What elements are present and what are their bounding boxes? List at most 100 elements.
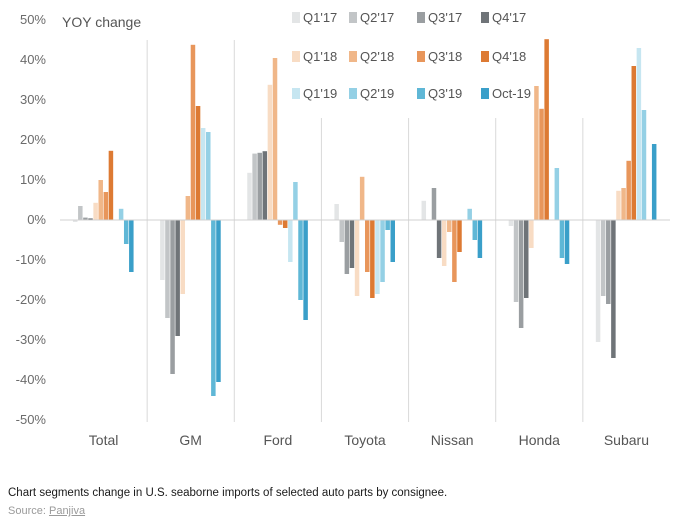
legend-swatch: [481, 88, 489, 99]
bar-subaru-q217: [600, 220, 606, 296]
bar-total-q218: [98, 180, 103, 220]
bar-ford-q319: [298, 220, 303, 300]
legend-item: Q3'17: [417, 10, 462, 25]
bar-ford-q417: [262, 151, 268, 220]
bar-honda-q219: [554, 168, 560, 220]
bar-gm-q117: [160, 220, 165, 280]
bar-total-q217: [78, 206, 83, 220]
bar-total-q417: [88, 218, 93, 220]
legend-label: Q2'17: [360, 10, 394, 25]
y-tick-label: -30%: [16, 332, 47, 347]
bar-gm-q319: [211, 220, 216, 396]
bar-toyota-q317: [344, 220, 350, 274]
bar-total-q317: [83, 217, 88, 220]
bar-ford-q117: [247, 172, 252, 220]
y-tick-label: -10%: [16, 252, 47, 267]
bar-toyota-q418: [370, 220, 375, 298]
legend-swatch: [417, 51, 425, 62]
bar-nissan-q117: [421, 200, 427, 220]
legend-item: Q3'19: [417, 86, 462, 101]
bar-ford-q219: [293, 182, 298, 220]
bar-toyota-q319: [385, 220, 390, 230]
bar-nissan-q417: [436, 220, 442, 258]
legend-item: Q2'18: [349, 49, 394, 64]
bar-ford-q318: [277, 220, 283, 225]
bar-gm-q119: [200, 128, 206, 220]
legend-item: Q2'17: [349, 10, 394, 25]
bar-subaru-oct-19: [651, 144, 657, 220]
bar-nissan-q118: [441, 220, 447, 266]
bar-ford-q118: [267, 84, 273, 220]
bar-honda-q117: [508, 220, 514, 226]
bar-nissan-q418: [457, 220, 462, 252]
legend-swatch: [292, 51, 300, 62]
legend-label: Q1'19: [303, 86, 337, 101]
x-tick-label: Honda: [519, 432, 560, 448]
legend-item: Q2'19: [349, 86, 394, 101]
bar-honda-q317: [518, 220, 524, 328]
bar-nissan-q317: [431, 188, 437, 220]
bar-nissan-q319: [472, 220, 478, 240]
x-tick-label: GM: [179, 432, 202, 448]
bar-toyota-q219: [380, 220, 385, 282]
bar-toyota-q117: [334, 204, 339, 220]
y-tick-label: 50%: [20, 12, 46, 27]
bar-honda-q118: [529, 220, 534, 248]
legend-swatch: [481, 51, 489, 62]
legend-item: Oct-19: [481, 86, 531, 101]
source-link[interactable]: Panjiva: [48, 505, 86, 517]
bar-gm-q418: [195, 106, 201, 220]
bar-gm-q318: [190, 44, 196, 220]
legend-item: Q1'18: [292, 49, 337, 64]
bar-total-q319: [123, 220, 129, 244]
x-tick-label: Total: [89, 432, 119, 448]
bar-subaru-q219: [641, 110, 647, 220]
bar-nissan-q219: [467, 208, 472, 220]
legend-item: Q3'18: [417, 49, 462, 64]
y-tick-label: 40%: [20, 52, 46, 67]
source-line: Source: Panjiva: [8, 505, 85, 517]
bar-toyota-q318: [365, 220, 370, 272]
y-tick-label: -20%: [16, 292, 47, 307]
bar-toyota-q119: [375, 220, 380, 294]
legend-swatch: [292, 88, 300, 99]
bar-total-oct-19: [129, 220, 134, 272]
bar-subaru-q317: [606, 220, 611, 304]
bar-nissan-oct-19: [477, 220, 483, 258]
bar-gm-q417: [175, 220, 180, 336]
bar-total-q117: [72, 220, 78, 222]
legend-swatch: [417, 88, 425, 99]
x-tick-label: Subaru: [604, 432, 649, 448]
bar-subaru-q117: [595, 220, 601, 342]
legend-label: Q2'18: [360, 49, 394, 64]
legend-swatch: [349, 51, 357, 62]
legend-swatch: [417, 12, 425, 23]
x-tick-label: Ford: [263, 432, 292, 448]
bar-toyota-q217: [339, 220, 344, 242]
bar-honda-q417: [523, 220, 529, 298]
legend-label: Q4'17: [492, 10, 526, 25]
y-tick-label: 0%: [27, 212, 46, 227]
x-axis: Total GM Ford Toyota Nissan Honda Subaru: [89, 432, 649, 448]
bar-ford-q418: [282, 220, 288, 228]
legend-swatch: [349, 88, 357, 99]
bar-nissan-q318: [452, 220, 457, 282]
category-dividers: [146, 40, 584, 422]
legend-item: Q4'18: [481, 49, 526, 64]
bar-chart: -50% -40% -30% -20% -10% 0% 10% 20% 30% 40% 50% To…: [16, 10, 670, 448]
legend-label: Q3'19: [428, 86, 462, 101]
bar-total-q318: [103, 192, 109, 220]
legend-item: Q1'19: [292, 86, 337, 101]
x-tick-label: Toyota: [344, 432, 385, 448]
bar-total-q219: [118, 208, 124, 220]
bar-gm-oct-19: [216, 220, 221, 382]
bar-ford-q217: [252, 153, 257, 220]
bar-toyota-q417: [349, 220, 355, 268]
bar-gm-q218: [185, 196, 191, 220]
bar-gm-q219: [206, 132, 211, 220]
y-tick-label: -40%: [16, 372, 47, 387]
y-tick-label: -50%: [16, 412, 47, 427]
bars: [72, 39, 657, 396]
y-tick-label: 30%: [20, 92, 46, 107]
bar-subaru-q417: [611, 220, 616, 358]
